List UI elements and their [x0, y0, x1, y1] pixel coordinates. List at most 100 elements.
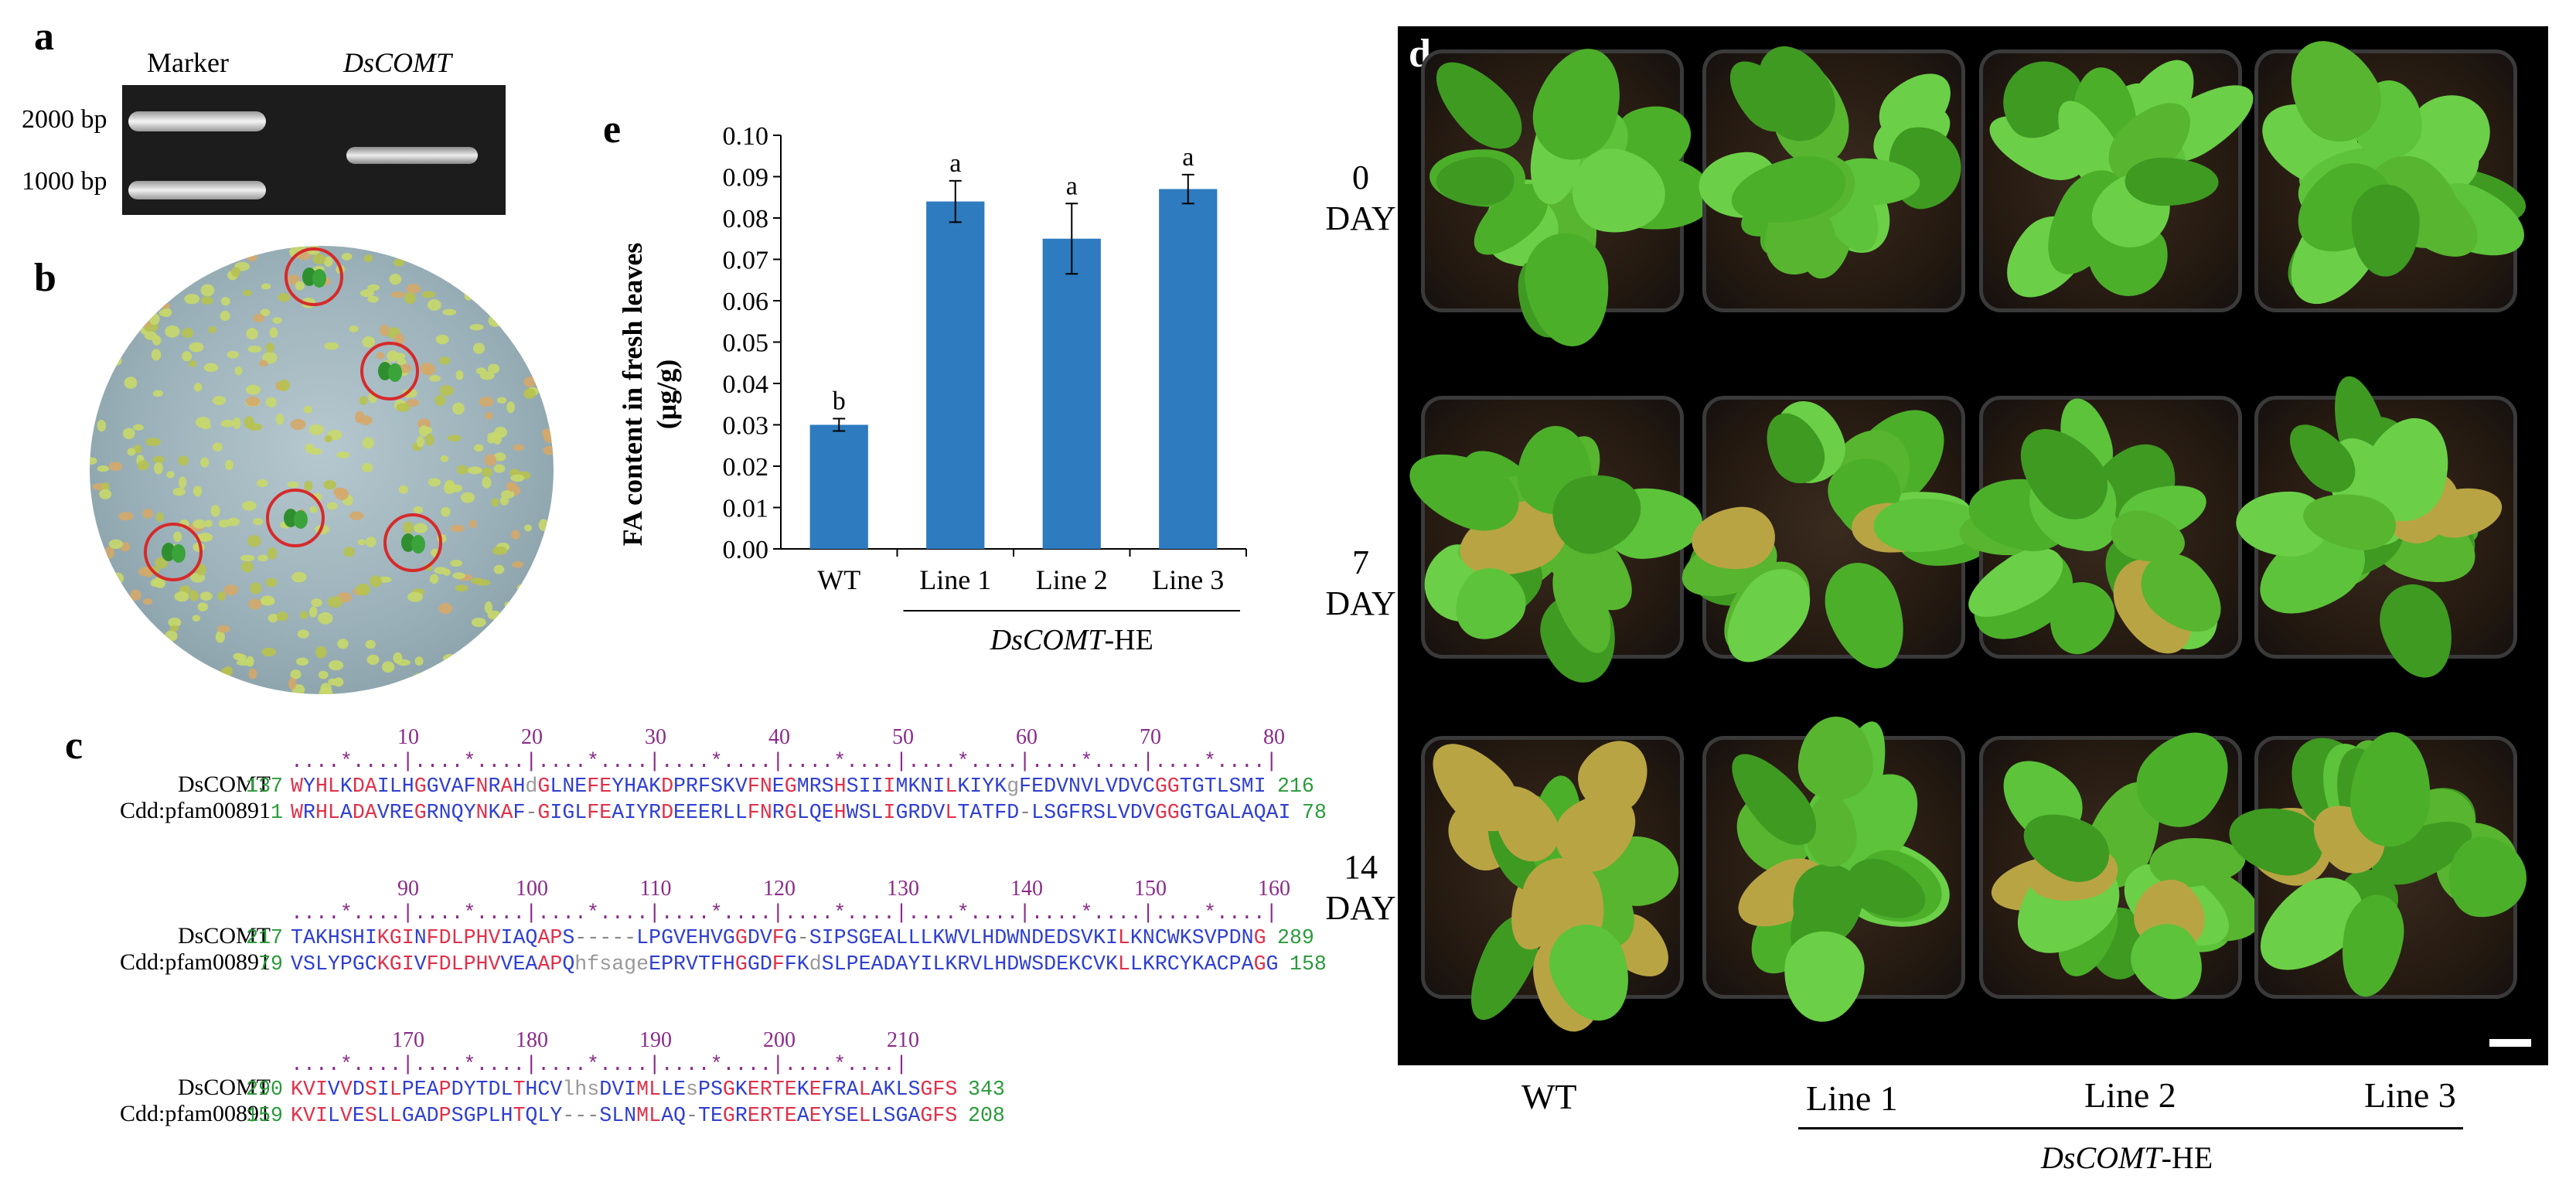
seedling [178, 476, 187, 489]
seedling [417, 418, 431, 429]
seedling [327, 596, 343, 608]
seedling [111, 572, 124, 584]
seedling [133, 297, 146, 306]
panel-e-letter: e [603, 107, 622, 152]
ruler-number: 40 [768, 725, 790, 749]
seedling [297, 629, 309, 639]
seedling [99, 254, 109, 265]
seedling [153, 577, 162, 588]
seedling [349, 325, 359, 333]
seedling [337, 639, 349, 649]
bar-line-3 [1159, 189, 1218, 550]
seedling [207, 680, 223, 693]
seedling [414, 523, 428, 533]
seedling [488, 314, 503, 327]
seedling [531, 246, 544, 254]
seedling [532, 656, 546, 667]
seedling [513, 444, 524, 451]
bar-wt [809, 424, 868, 549]
seedling [212, 396, 227, 406]
seedling [543, 612, 554, 623]
seedling [200, 457, 210, 468]
seedling [227, 517, 240, 526]
column-label-wt: WT [1521, 1077, 1577, 1116]
ruler-number: 140 [1010, 877, 1043, 901]
sequence-end-position: 208 [968, 1104, 1005, 1127]
seedling [152, 455, 165, 464]
seedling [487, 436, 496, 444]
seedling [537, 246, 550, 254]
seedling [484, 601, 492, 614]
seedling [359, 396, 368, 405]
seedling [473, 444, 484, 452]
seedling [523, 346, 533, 356]
seedling [90, 457, 97, 465]
alignment-block: 90 100 110 120 130 140 150 160 ....*....|....*..… [46, 867, 1361, 1007]
seedling [91, 575, 101, 587]
sequence-name: Cdd:pfam00891 [120, 798, 271, 823]
seedling [245, 384, 261, 395]
seedling [216, 625, 230, 633]
ruler-number: 120 [763, 877, 796, 901]
highlight-circle [360, 342, 419, 400]
seedling [361, 462, 373, 472]
seedling [315, 646, 327, 659]
seedling [260, 598, 275, 606]
seedling [132, 299, 147, 310]
seedling [362, 336, 376, 348]
seedling [295, 657, 309, 666]
seedling [91, 686, 106, 694]
bar-line-1 [926, 201, 985, 549]
seedling [90, 381, 98, 394]
day-label-0: 0 DAY [1307, 158, 1415, 240]
seedling [477, 640, 492, 649]
seedling [496, 397, 507, 404]
transgenic-seedling [172, 544, 186, 563]
seedling [189, 342, 204, 353]
ruler-line: ....*....|....*....|....*....|....*....|… [291, 1053, 908, 1076]
y-tick-label: 0.04 [723, 370, 769, 399]
seedling [414, 656, 424, 666]
seedling [309, 506, 319, 513]
seedling [278, 292, 291, 302]
seedling [413, 506, 424, 514]
seedling [303, 405, 312, 414]
sequence-start-position: 79 [258, 952, 283, 976]
seedling [521, 310, 531, 317]
seedling [246, 250, 257, 262]
seedling [305, 443, 315, 453]
seedling [467, 466, 482, 475]
column-label-line1: Line 1 [1806, 1078, 1898, 1118]
seedling [370, 575, 382, 588]
seedling [406, 284, 421, 294]
seedling [155, 512, 164, 522]
fa-content-bar-chart: FA content in fresh leaves (μg/g) 0.00 0.… [617, 122, 1247, 656]
seedling [287, 481, 299, 488]
day-label-7: 7 DAY [1307, 543, 1415, 625]
seedling [104, 328, 112, 337]
seedling [413, 247, 422, 257]
seedling [397, 659, 411, 666]
sequence-start-position: 290 [246, 1078, 283, 1101]
y-tick-label: 0.05 [723, 329, 769, 358]
seedling [169, 625, 179, 632]
seedling [308, 606, 318, 618]
seedling [308, 424, 324, 435]
seedling [336, 451, 350, 458]
seedling [484, 454, 497, 466]
seedling [106, 584, 117, 594]
y-tick-label: 0.00 [723, 536, 769, 564]
sequence-name: DsCOMT [177, 772, 271, 797]
seedling [506, 481, 516, 492]
seedling [199, 591, 213, 601]
seedling [443, 674, 455, 686]
seedling [261, 283, 271, 290]
seedling [420, 362, 432, 375]
sequence-end-position: 216 [1277, 775, 1314, 798]
seedling [443, 482, 456, 495]
seedling [379, 324, 390, 336]
sequence-alignment: 10 20 30 40 50 60 70 80 ....*....|....*....|....… [46, 716, 1361, 1149]
gel-size-label-1000: 1000 bp [22, 167, 107, 196]
seedling [295, 281, 305, 291]
seedling [159, 283, 170, 294]
